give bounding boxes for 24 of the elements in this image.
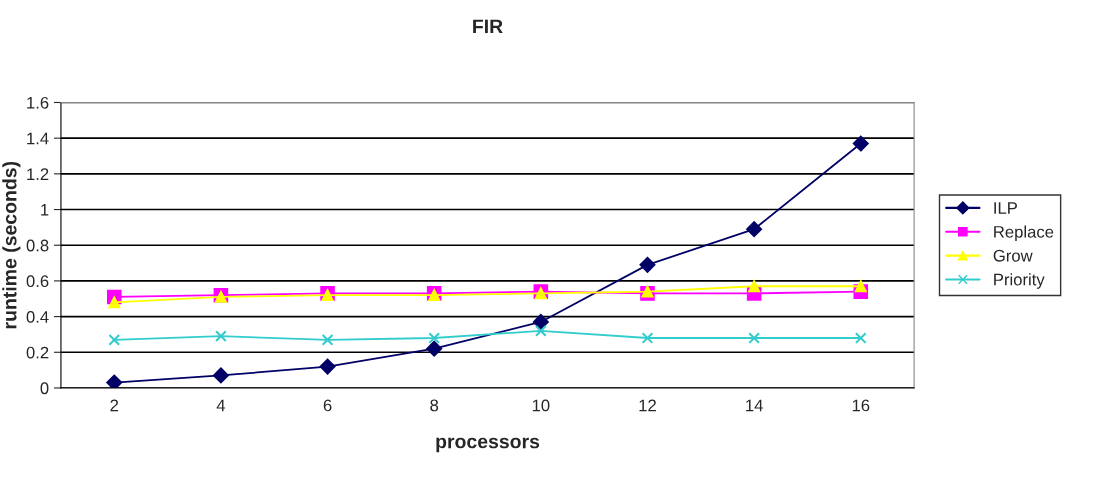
legend-label: Replace: [994, 225, 1054, 242]
y-tick-label: 1: [41, 204, 49, 216]
x-tick-label: 2: [110, 399, 119, 412]
legend-label: Priority: [994, 273, 1045, 289]
y-tick-label: 1.6: [27, 96, 49, 109]
x-tick-label: 10: [532, 399, 550, 412]
y-tick-label: 0.8: [26, 239, 49, 252]
x-tick-label: 16: [852, 399, 870, 412]
y-tick-label: 0.2: [26, 346, 49, 359]
x-tick-label: 14: [746, 399, 763, 412]
y-tick-label: 0: [40, 382, 49, 395]
y-tick-label: 0.4: [26, 310, 49, 323]
x-tick-label: 6: [323, 399, 332, 412]
legend-label: Grow: [993, 249, 1033, 262]
y-tick-label: 1.2: [27, 168, 49, 180]
y-axis-title: runtime (seconds): [2, 161, 21, 329]
chart-title: FIR: [473, 19, 503, 34]
y-tick-label: 0.6: [26, 275, 49, 288]
x-axis-title: processors: [436, 437, 540, 453]
legend-label: ILP: [994, 202, 1017, 214]
x-tick-label: 8: [430, 399, 439, 412]
x-tick-label: 4: [216, 399, 226, 412]
x-tick-label: 12: [639, 399, 656, 412]
y-tick-label: 1.4: [27, 132, 49, 145]
